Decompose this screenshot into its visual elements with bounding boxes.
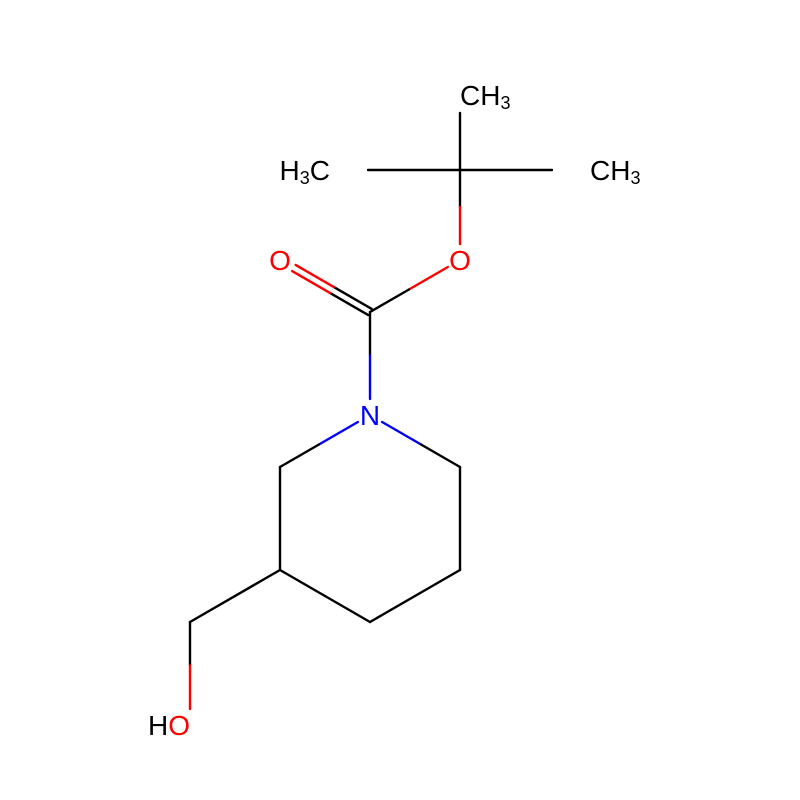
atom-label-N: N — [360, 400, 380, 431]
atom-label-O_ester: O — [449, 245, 471, 276]
bond — [190, 570, 280, 622]
atom-label-CH3_right: CH3 — [590, 155, 640, 188]
bond — [382, 422, 421, 444]
bond — [409, 267, 448, 289]
bond — [280, 445, 319, 467]
bond — [421, 445, 460, 467]
bond — [319, 422, 358, 444]
bond — [370, 290, 409, 312]
bond — [280, 570, 370, 622]
atom-label-O_dbl: O — [269, 245, 291, 276]
bond — [370, 570, 460, 622]
atom-label-CH3_top: CH3 — [460, 80, 510, 113]
atom-label-CH3_left: H3C — [280, 155, 330, 188]
atom-label-OH: HO — [148, 710, 190, 741]
chemical-structure-diagram: CH3 H3C CH3 O O N HO — [0, 0, 800, 800]
